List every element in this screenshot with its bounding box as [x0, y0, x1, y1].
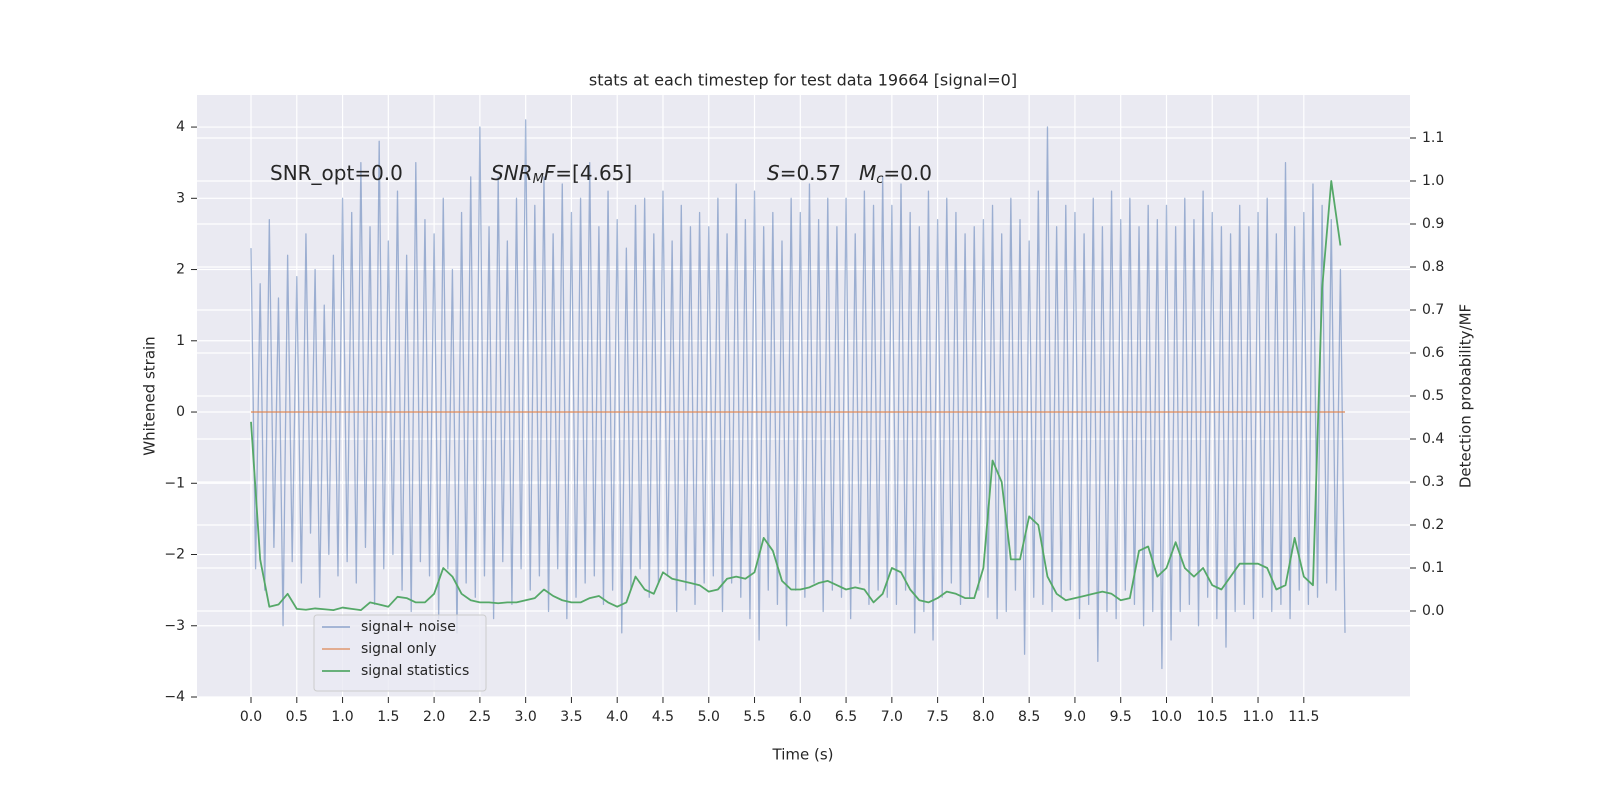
series-line [250, 180, 1342, 612]
y-axis-label: Whitened strain [141, 336, 159, 455]
x-tick-label: 2.0 [423, 709, 445, 725]
annotation-part: F [544, 161, 556, 185]
annotation-part: =0.57 [780, 161, 841, 185]
annotation-part: M [533, 172, 544, 187]
annotation-part: =0.0 [883, 161, 932, 185]
x-tick-label: 4.0 [606, 709, 628, 725]
y2-tick-label: 1.1 [1422, 130, 1444, 146]
annotation: SNRMF=[4.65] [491, 161, 632, 187]
y2-tick-label: 0.7 [1422, 302, 1444, 318]
y2-tick-label: 1.0 [1422, 173, 1444, 189]
y2-tick-label: 0.6 [1422, 345, 1444, 361]
y-tick-label: 2 [176, 262, 185, 278]
y-tick-label: −4 [164, 689, 185, 705]
y2-tick-label: 0.4 [1422, 431, 1444, 447]
x-tick-label: 6.5 [835, 709, 857, 725]
chart-title: stats at each timestep for test data 196… [589, 71, 1017, 90]
y2-tick-label: 0.3 [1422, 474, 1444, 490]
y-tick-label: 4 [176, 119, 185, 135]
legend-label: signal only [361, 641, 436, 657]
x-tick-label: 5.0 [698, 709, 720, 725]
annotation-part: S [767, 161, 780, 185]
x-tick-label: 7.0 [881, 709, 903, 725]
annotation: S=0.57 [767, 161, 841, 185]
y2-tick-label: 0.1 [1422, 560, 1444, 576]
annotation-part: SNR_opt=0.0 [270, 161, 403, 185]
x-tick-label: 0.5 [286, 709, 308, 725]
x-tick-label: 0.0 [240, 709, 262, 725]
annotation: SNR_opt=0.0 [270, 161, 403, 185]
x-tick-label: 2.5 [469, 709, 491, 725]
x-tick-label: 9.5 [1110, 709, 1132, 725]
x-tick-label: 8.0 [972, 709, 994, 725]
y2-tick-label: 0.5 [1422, 388, 1444, 404]
x-tick-label: 1.0 [331, 709, 353, 725]
y2-axis-label: Detection probability/MF [1457, 304, 1475, 488]
x-tick-label: 11.5 [1288, 709, 1319, 725]
y2-tick-label: 0.0 [1422, 603, 1444, 619]
annotation: Mc=0.0 [859, 161, 932, 187]
legend-label: signal statistics [361, 663, 469, 679]
y-tick-label: 1 [176, 333, 185, 349]
y2-tick-label: 0.9 [1422, 216, 1444, 232]
x-tick-label: 1.5 [377, 709, 399, 725]
legend-box [313, 614, 487, 692]
x-tick-label: 4.5 [652, 709, 674, 725]
legend: signal+ noise signal only signal statistic… [313, 614, 487, 692]
x-tick-label: 6.0 [789, 709, 811, 725]
annotation-part: SNR [491, 161, 533, 185]
x-tick-label: 3.0 [515, 709, 537, 725]
x-axis-label: Time (s) [772, 746, 834, 764]
x-tick-label: 3.5 [560, 709, 582, 725]
y-tick-label: 3 [176, 190, 185, 206]
y-tick-label: −3 [164, 618, 185, 634]
x-tick-label: 9.0 [1064, 709, 1086, 725]
annotation-part: =[4.65] [555, 161, 632, 185]
legend-label: signal+ noise [361, 619, 456, 635]
y-tick-label: −2 [164, 547, 185, 563]
x-tick-label: 7.5 [926, 709, 948, 725]
annotation-part: c [876, 172, 883, 187]
series-line [250, 119, 1346, 670]
y-tick-label: −1 [164, 475, 185, 491]
x-tick-label: 11.0 [1242, 709, 1273, 725]
y2-tick-label: 0.2 [1422, 517, 1444, 533]
x-tick-label: 10.0 [1151, 709, 1182, 725]
annotation-part: M [859, 161, 876, 185]
x-tick-label: 10.5 [1197, 709, 1228, 725]
x-tick-label: 5.5 [743, 709, 765, 725]
y-tick-label: 0 [176, 404, 185, 420]
y2-tick-label: 0.8 [1422, 259, 1444, 275]
x-tick-label: 8.5 [1018, 709, 1040, 725]
